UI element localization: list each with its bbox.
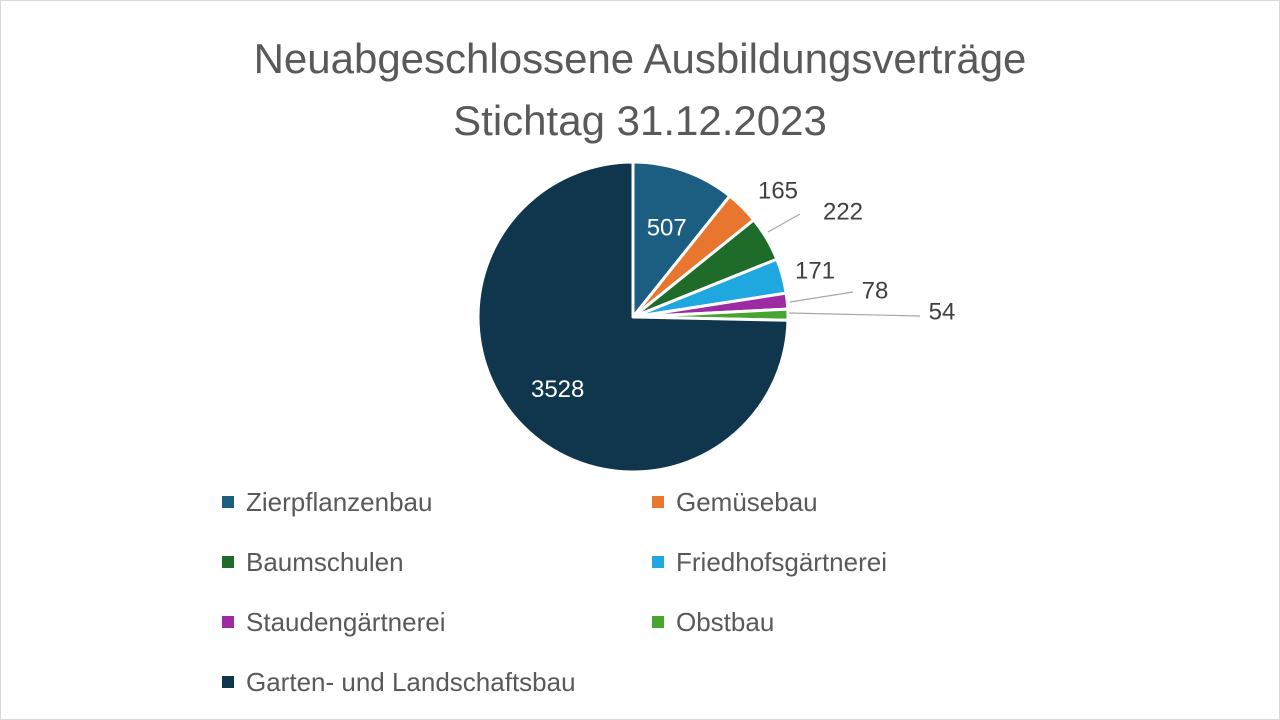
legend-swatch <box>222 496 234 508</box>
data-label-obstbau: 54 <box>929 298 956 325</box>
legend-swatch <box>652 496 664 508</box>
legend-item-zierpflanzenbau: Zierpflanzenbau <box>222 484 432 520</box>
leader-line-staudengaertnerei <box>789 291 854 303</box>
legend-label: Gemüsebau <box>676 486 818 517</box>
data-label-friedhofsgaertnerei: 171 <box>795 257 835 284</box>
legend-label: Obstbau <box>676 606 775 637</box>
legend-label: Garten- und Landschaftsbau <box>246 666 576 697</box>
chart-subtitle: Stichtag 31.12.2023 <box>453 97 827 144</box>
data-label-staudengaertnerei: 78 <box>862 277 889 304</box>
data-label-zierpflanzenbau: 507 <box>647 215 687 242</box>
legend-swatch <box>652 616 664 628</box>
data-label-garten-und-landschaftsbau: 3528 <box>531 376 584 403</box>
legend-item-baumschulen: Baumschulen <box>222 544 404 580</box>
legend-item-obstbau: Obstbau <box>652 604 774 640</box>
data-label-gemuesebau: 165 <box>758 177 798 204</box>
chart-title: Neuabgeschlossene Ausbildungsverträge <box>253 35 1027 82</box>
data-label-baumschulen: 222 <box>823 198 863 225</box>
legend-item-friedhofsgaertnerei: Friedhofsgärtnerei <box>652 544 887 580</box>
legend-swatch <box>652 556 664 568</box>
legend-label: Friedhofsgärtnerei <box>676 546 887 577</box>
pie-slices <box>476 160 790 474</box>
legend-item-staudengaertnerei: Staudengärtnerei <box>222 604 445 640</box>
legend-swatch <box>222 556 234 568</box>
leader-lines <box>767 213 921 317</box>
legend-item-garten-und-landschaftsbau: Garten- und Landschaftsbau <box>222 664 576 700</box>
pie-slice-garten-und-landschaftsbau <box>476 160 790 474</box>
legend-label: Staudengärtnerei <box>246 606 446 637</box>
legend-swatch <box>222 676 234 688</box>
leader-line-baumschulen <box>767 213 801 233</box>
legend-swatch <box>222 616 234 628</box>
pie-slice-zierpflanzenbau <box>631 160 732 319</box>
legend-label: Baumschulen <box>246 546 404 577</box>
leader-line-obstbau <box>788 312 921 317</box>
data-labels: 507 165 222 171 78 54 3528 <box>531 177 955 403</box>
legend-label: Zierpflanzenbau <box>246 486 433 517</box>
legend-item-gemuesebau: Gemüsebau <box>652 484 818 520</box>
